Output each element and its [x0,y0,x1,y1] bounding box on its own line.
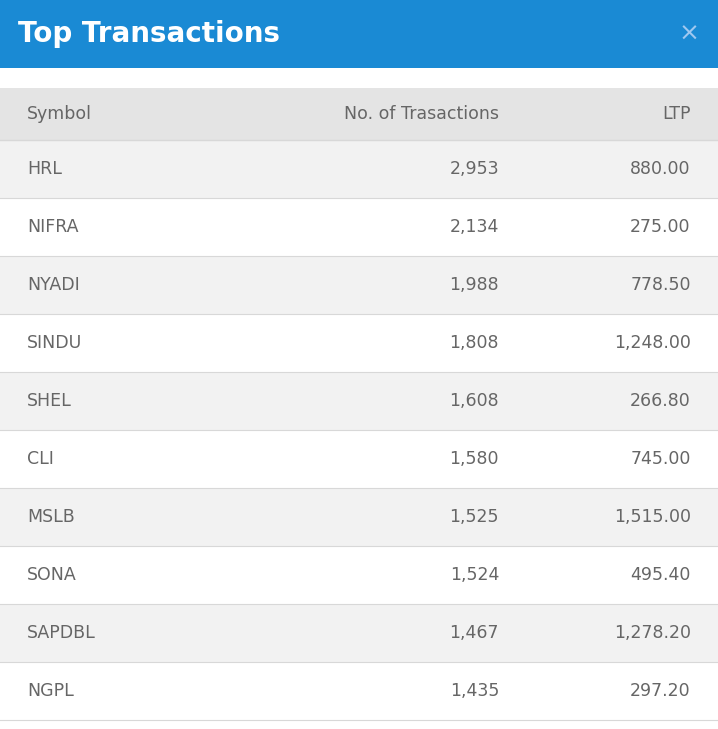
Text: 297.20: 297.20 [630,682,691,700]
Bar [0,430,718,488]
Text: SHEL: SHEL [27,392,72,410]
Text: 880.00: 880.00 [630,160,691,178]
Text: Top Transactions: Top Transactions [18,20,280,48]
Bar [0,604,718,662]
Text: 1,525: 1,525 [449,508,499,526]
Text: ×: × [679,22,700,46]
Bar [0,720,718,729]
Bar [0,68,718,88]
Text: 745.00: 745.00 [630,450,691,468]
Bar [0,198,718,256]
Bar [0,0,718,68]
Text: 1,248.00: 1,248.00 [614,334,691,352]
Text: 1,988: 1,988 [449,276,499,294]
Bar [0,546,718,604]
Text: 2,134: 2,134 [449,218,499,236]
Text: Symbol: Symbol [27,105,93,123]
Text: 275.00: 275.00 [630,218,691,236]
Bar [0,372,718,430]
Text: SAPDBL: SAPDBL [27,624,96,642]
Text: 1,524: 1,524 [449,566,499,584]
Bar [0,140,718,198]
Text: LTP: LTP [662,105,691,123]
Bar [0,314,718,372]
Bar [0,488,718,546]
Text: 2,953: 2,953 [449,160,499,178]
Text: SONA: SONA [27,566,77,584]
Text: 1,278.20: 1,278.20 [614,624,691,642]
Text: NIFRA: NIFRA [27,218,79,236]
Text: 266.80: 266.80 [630,392,691,410]
Text: 1,435: 1,435 [449,682,499,700]
Text: CLI: CLI [27,450,54,468]
Text: 1,608: 1,608 [449,392,499,410]
Bar [0,88,718,140]
Text: 1,580: 1,580 [449,450,499,468]
Text: NGPL: NGPL [27,682,74,700]
Text: No. of Trasactions: No. of Trasactions [344,105,499,123]
Text: HRL: HRL [27,160,62,178]
Bar [0,256,718,314]
Text: MSLB: MSLB [27,508,75,526]
Text: 1,467: 1,467 [449,624,499,642]
Bar [0,662,718,720]
Text: 778.50: 778.50 [630,276,691,294]
Text: SINDU: SINDU [27,334,83,352]
Text: NYADI: NYADI [27,276,80,294]
Text: 495.40: 495.40 [630,566,691,584]
Text: 1,515.00: 1,515.00 [614,508,691,526]
Text: 1,808: 1,808 [449,334,499,352]
